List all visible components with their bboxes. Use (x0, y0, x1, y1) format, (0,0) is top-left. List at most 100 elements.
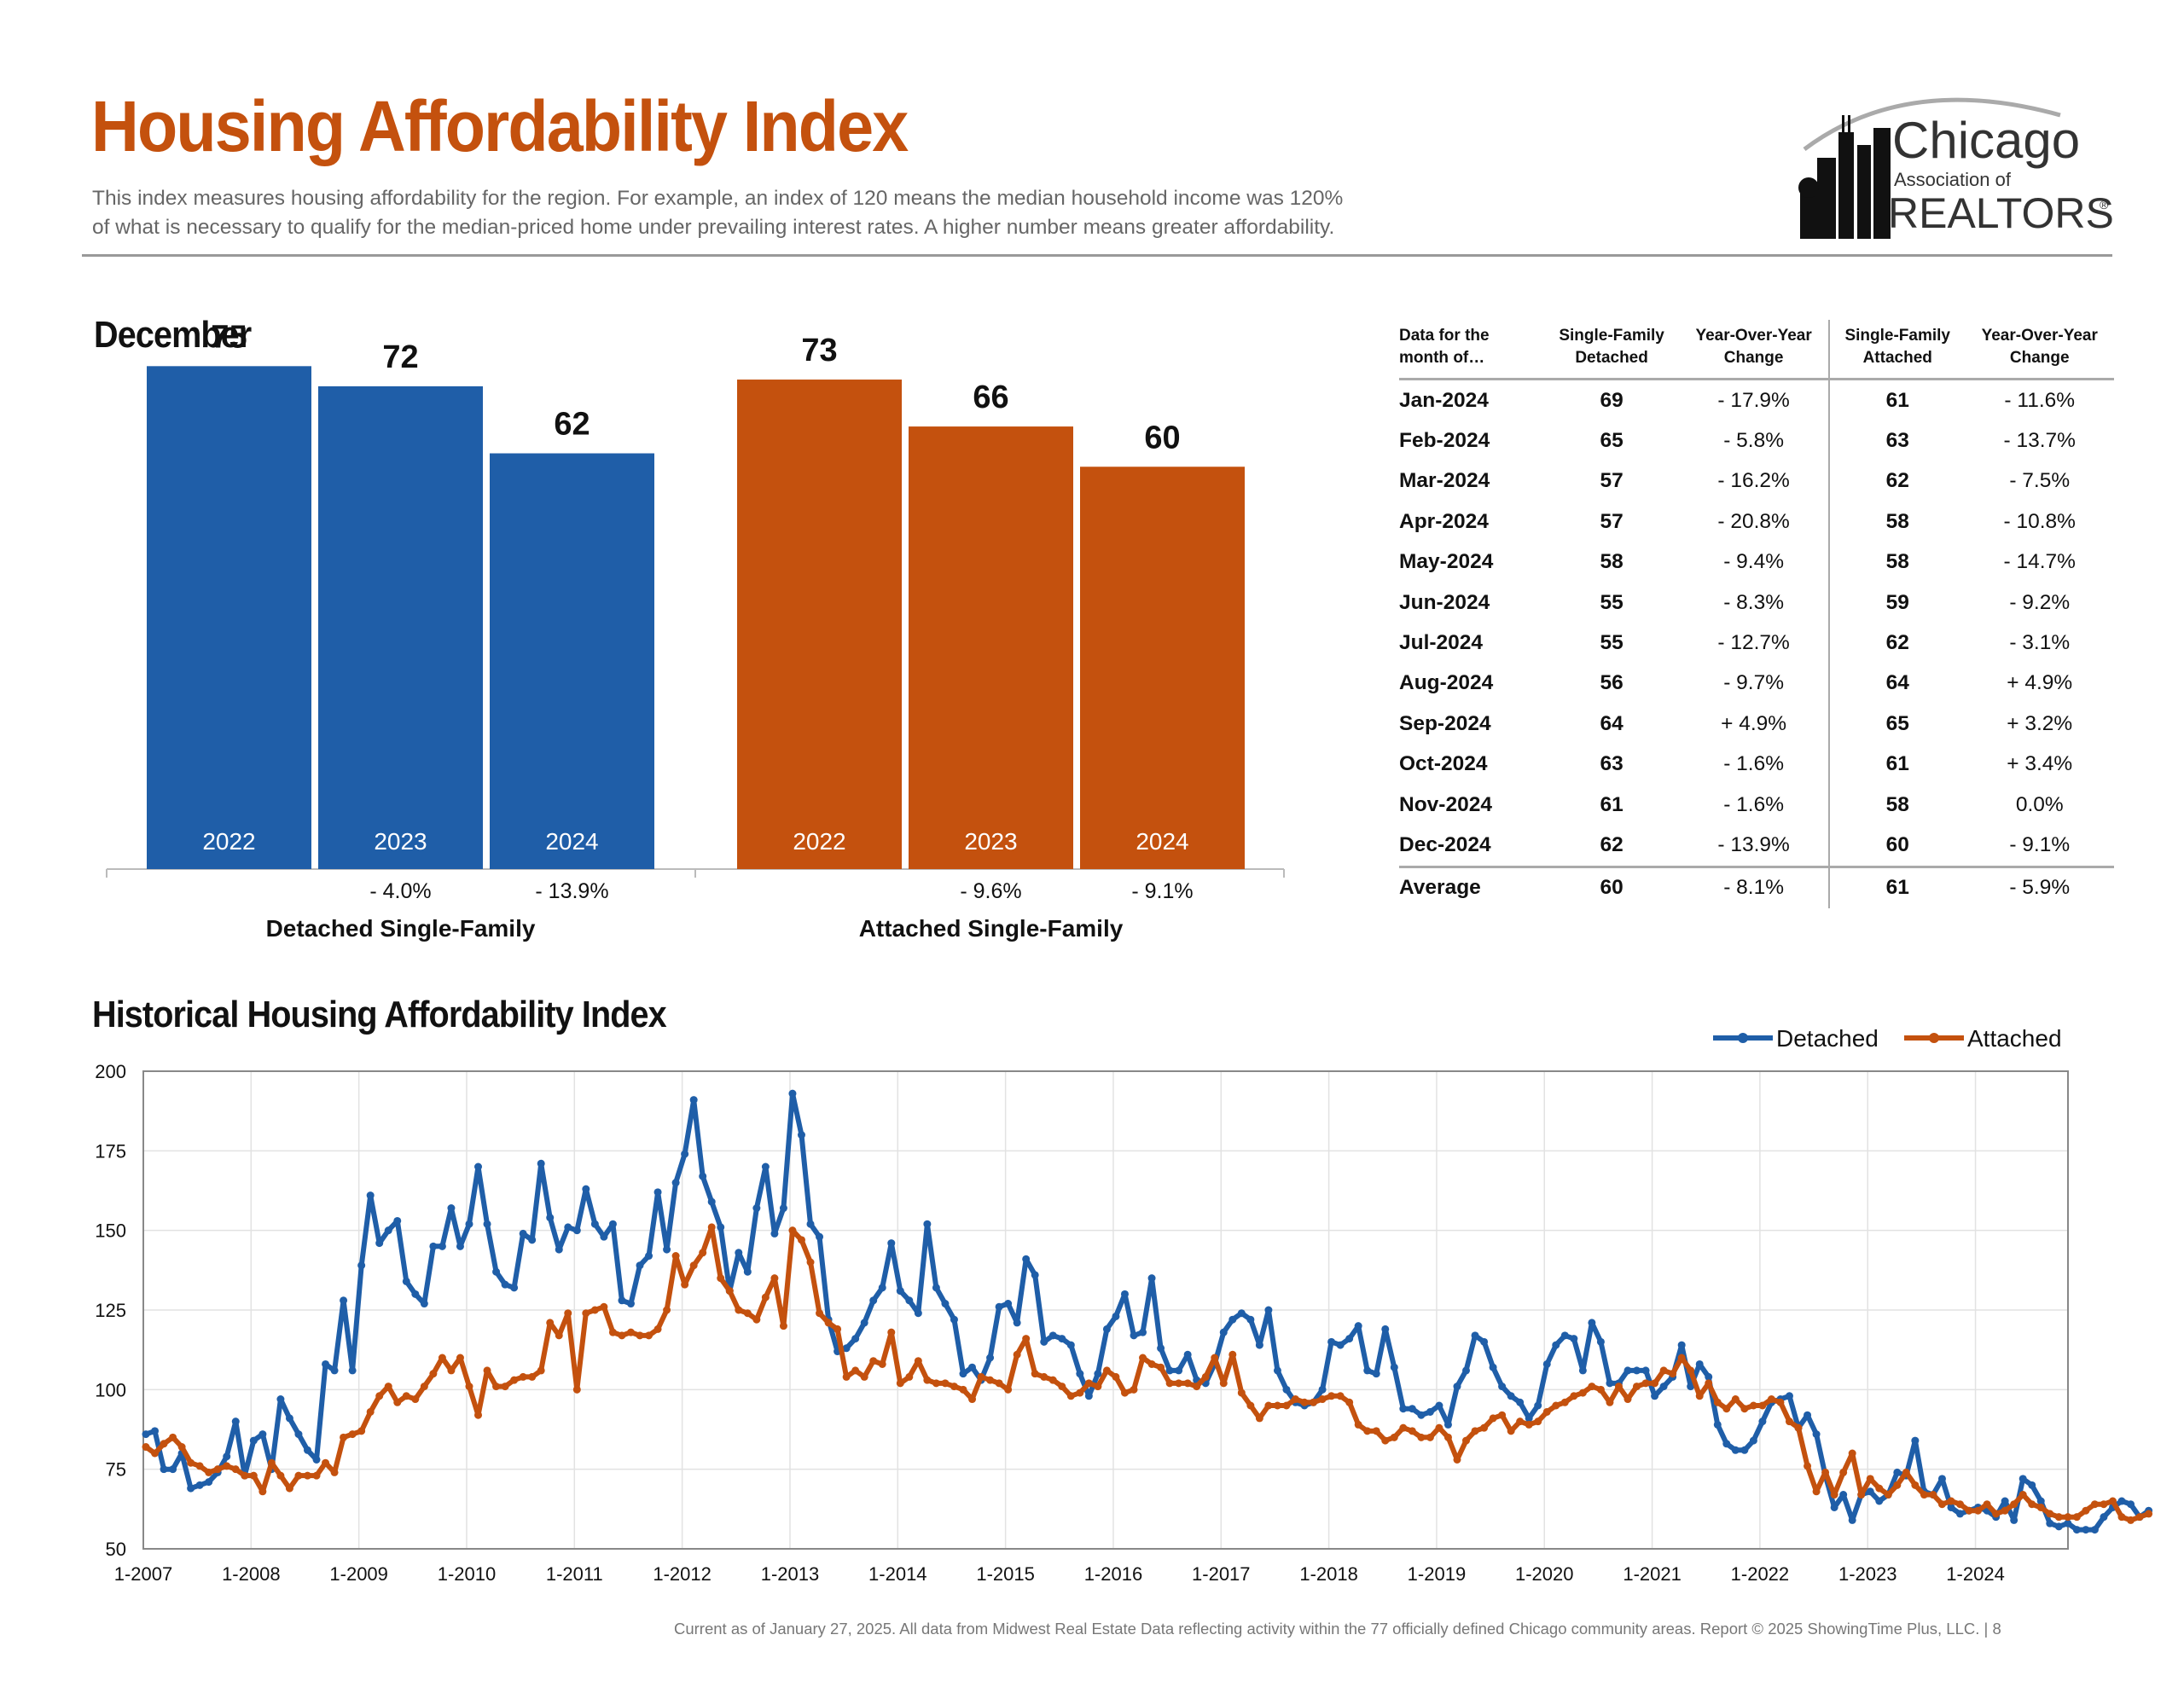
cell-month: Jan-2024 (1399, 388, 1489, 412)
attached-point (2046, 1510, 2054, 1518)
detached-point (699, 1172, 707, 1180)
detached-point (312, 1455, 321, 1464)
attached-point (1731, 1395, 1740, 1404)
attached-point (1300, 1398, 1309, 1406)
detached-point (2046, 1519, 2054, 1528)
detached-point (276, 1395, 285, 1404)
x-tick-label: 1-2008 (222, 1563, 281, 1585)
detached-point (1489, 1363, 1497, 1371)
attached-point (1776, 1398, 1785, 1406)
y-tick-label: 150 (95, 1220, 126, 1242)
attached-point (564, 1309, 572, 1318)
attached-point (608, 1328, 617, 1336)
attached-point (142, 1443, 150, 1452)
attached-point (1489, 1414, 1497, 1423)
attached-point (474, 1411, 483, 1419)
attached-point (1426, 1433, 1434, 1441)
attached-point (1893, 1481, 1902, 1489)
attached-point (1857, 1491, 1866, 1499)
attached-point (1076, 1388, 1084, 1397)
logo-chicago: Chicago (1892, 112, 2080, 169)
detached-point (528, 1236, 537, 1244)
attached-point (572, 1385, 581, 1394)
attached-point (1812, 1487, 1821, 1496)
attached-point (1516, 1417, 1525, 1426)
attached-point (2054, 1513, 2063, 1522)
attached-point (537, 1366, 545, 1375)
attached-point (1112, 1372, 1120, 1381)
table-row: Jan-2024 69 - 17.9% 61 - 11.6% (1399, 379, 2114, 421)
attached-point (797, 1236, 805, 1244)
skyline-icon (1798, 115, 1891, 239)
attached-change-label-2024: - 9.1% (1131, 879, 1193, 903)
x-tick-label: 1-2018 (1299, 1563, 1358, 1585)
cell-detached: 55 (1600, 590, 1623, 614)
cell-detached-change: - 1.6% (1679, 744, 1830, 785)
cell-detached-change: - 20.8% (1679, 501, 1830, 542)
attached-point (1695, 1392, 1704, 1400)
x-tick-label: 1-2019 (1408, 1563, 1467, 1585)
detached-point (600, 1232, 608, 1241)
detached-point (195, 1481, 204, 1489)
cell-month: Average (1399, 865, 1544, 909)
attached-point (357, 1427, 366, 1435)
attached-point (653, 1325, 662, 1333)
detached-point (2064, 1519, 2072, 1528)
cell-attached: 58 (1885, 550, 1909, 574)
attached-year-label-2022: 2022 (793, 828, 845, 855)
detached-point (322, 1359, 330, 1368)
cell-detached: 56 (1600, 671, 1623, 695)
detached-point (1282, 1385, 1291, 1394)
attached-point (2010, 1500, 2018, 1509)
detached-point (160, 1465, 168, 1474)
attached-point (384, 1383, 392, 1391)
attached-point (806, 1258, 815, 1267)
detached-point (546, 1214, 555, 1222)
detached-point (1937, 1475, 1946, 1483)
attached-point (645, 1331, 653, 1340)
detached-point (1120, 1290, 1129, 1298)
attached-point (1578, 1388, 1587, 1397)
table-row: Dec-2024 62 - 13.9% 60 - 9.1% (1399, 825, 2114, 867)
attached-point (1040, 1372, 1048, 1381)
attached-point (510, 1376, 519, 1384)
attached-point (429, 1370, 438, 1378)
attached-point (1588, 1383, 1596, 1391)
detached-point (1022, 1255, 1031, 1263)
cell-attached: 60 (1885, 832, 1909, 856)
table-row: Nov-2024 61 - 1.6% 58 0.0% (1399, 784, 2114, 826)
x-tick-label: 1-2009 (329, 1563, 388, 1585)
cell-detached-change: - 8.1% (1679, 865, 1830, 909)
attached-point (717, 1274, 725, 1283)
detached-point (932, 1284, 940, 1292)
detached-bar-2023 (318, 386, 483, 869)
attached-point (842, 1372, 851, 1381)
detached-point (1066, 1341, 1075, 1349)
attached-point (834, 1325, 842, 1333)
attached-point (1804, 1462, 1812, 1470)
attached-point (205, 1468, 213, 1476)
detached-point (438, 1242, 446, 1250)
detached-point (681, 1150, 689, 1158)
detached-point (1911, 1436, 1920, 1445)
legend-marker (1738, 1033, 1748, 1043)
detached-value-label-2022: 75 (211, 319, 247, 355)
cell-detached-change: - 13.9% (1679, 825, 1830, 867)
attached-point (1713, 1398, 1722, 1406)
detached-point (330, 1366, 339, 1375)
attached-point (887, 1328, 896, 1336)
attached-point (322, 1458, 330, 1467)
detached-point (1139, 1328, 1147, 1336)
attached-point (1633, 1383, 1641, 1391)
detached-point (1651, 1392, 1659, 1400)
cell-attached-change: + 4.9% (2007, 671, 2073, 695)
historical-heading: Historical Housing Affordability Index (92, 994, 667, 1035)
attached-point (340, 1433, 348, 1441)
detached-point (555, 1245, 563, 1254)
cell-attached-change: - 7.5% (2009, 469, 2071, 493)
detached-point (1237, 1309, 1246, 1318)
attached-point (393, 1398, 402, 1406)
detached-point (1399, 1405, 1408, 1413)
cell-attached: 62 (1885, 469, 1909, 493)
detached-point (905, 1296, 914, 1305)
